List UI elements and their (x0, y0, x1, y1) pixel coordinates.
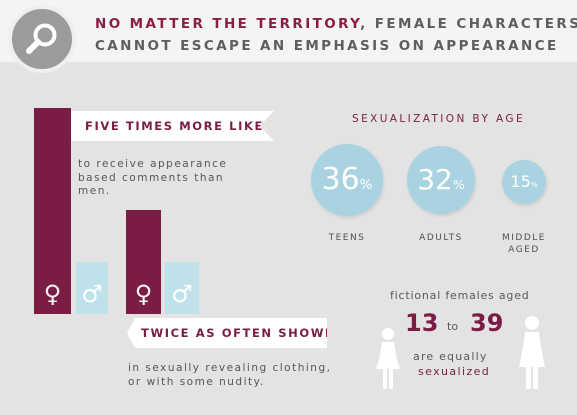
title-rest: , FEMALE CHARACTERS (360, 16, 577, 32)
page-title-line-2: CANNOT ESCAPE AN EMPHASIS ON APPEARANCE (95, 38, 559, 54)
woman-icon (519, 316, 545, 389)
female-symbol-icon: ♀ (43, 280, 62, 308)
middle-aged-percent-circle: 15% (502, 160, 546, 204)
page-title-line-1: NO MATTER THE TERRITORY, FEMALE CHARACTE… (95, 16, 577, 32)
title-accent: NO MATTER THE TERRITORY (95, 16, 361, 32)
stat-description-2: in sexually revealing clothing, or with … (128, 362, 332, 388)
young-woman-icon (376, 328, 400, 389)
age-to-word: to (447, 320, 459, 333)
female-bar-1: ♀ (34, 108, 71, 314)
male-bar-1: ♂ (76, 262, 108, 314)
stat-banner-2: TWICE AS OFTEN SHOWN (127, 318, 327, 348)
female-symbol-icon: ♀ (134, 280, 153, 308)
header-band (0, 0, 577, 62)
sexualized-text: sexualized (418, 365, 491, 378)
fictional-females-text: fictional females aged (390, 289, 530, 302)
equally-text: are equally (413, 350, 488, 363)
male-bar-2: ♂ (165, 262, 199, 314)
stat-banner-1: FIVE TIMES MORE LIKELY (71, 111, 274, 141)
teens-percent-circle: 36% (311, 144, 383, 216)
header-icon-circle (8, 5, 76, 73)
sexualization-title: SEXUALIZATION BY AGE (352, 113, 525, 125)
male-symbol-icon: ♂ (81, 280, 103, 308)
teens-label: TEENS (328, 233, 366, 243)
adults-label: ADULTS (419, 233, 463, 243)
age-to: 39 (470, 309, 504, 337)
stat-description-1: to receive appearance based comments tha… (78, 158, 228, 197)
magnifier-icon (26, 23, 57, 54)
adults-percent-circle: 32% (407, 146, 475, 214)
middle-aged-label: MIDDLE AGED (502, 233, 546, 255)
female-bar-2: ♀ (126, 210, 161, 314)
male-symbol-icon: ♂ (171, 280, 193, 308)
age-from: 13 (405, 309, 439, 337)
